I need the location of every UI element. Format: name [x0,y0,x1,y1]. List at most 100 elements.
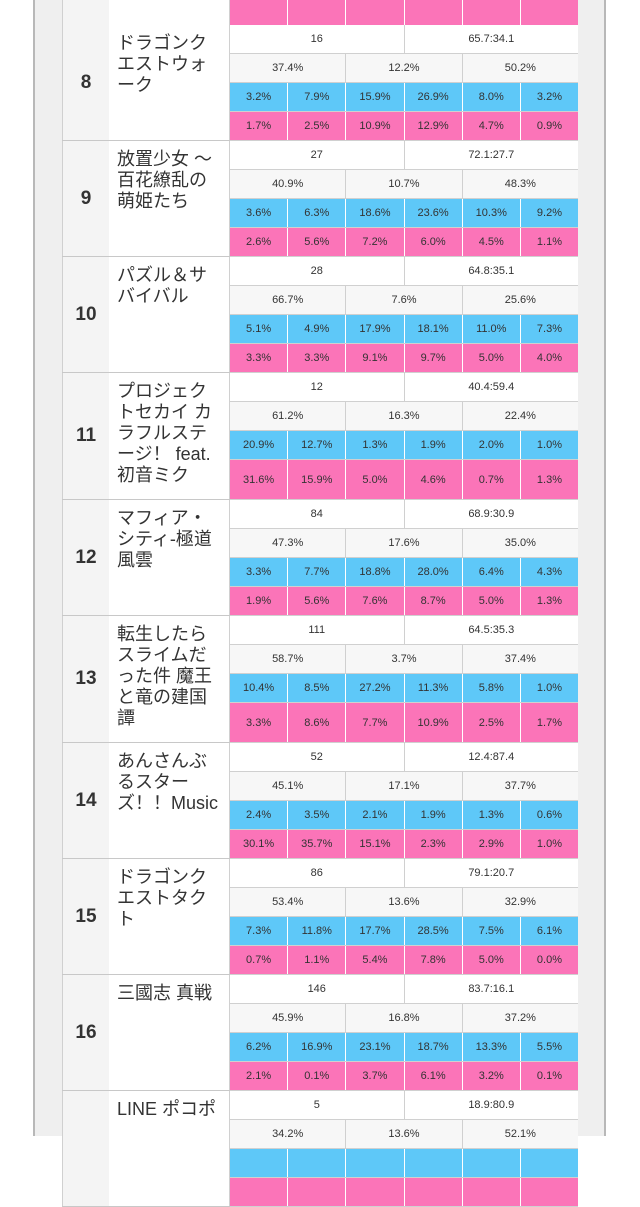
game-title[interactable]: マフィア・シティ-極道風雲 [109,500,230,615]
game-title[interactable]: 放置少女 〜百花繚乱の萌姫たち [109,141,230,256]
male-age-share: 6.1% [536,925,562,937]
age-group-line: 45.1% 17.1% 37.7% [230,772,578,801]
total-count: 146 [230,975,405,1003]
male-age-share: 1.0% [536,439,562,451]
total-count: 28 [230,257,405,285]
age-group-share: 61.2% [230,402,347,430]
ranking-row: LINE ポコポ 5 18.9:80.9 34.2% 13.6% 52.1% [62,1091,578,1207]
female-age-share: 35.7% [288,830,347,858]
age-group-share: 58.7% [230,645,347,673]
gender-ratio: 12.4:87.4 [468,751,515,763]
game-title[interactable]: ドラゴンクエストウォーク [109,25,230,140]
game-title[interactable]: LINE ポコポ [109,1091,230,1206]
male-age-share: 6.3% [288,199,347,227]
female-age-share: 1.3% [536,473,562,486]
game-title[interactable] [109,0,230,28]
game-title[interactable]: あんさんぶるスターズ！！Music [109,743,230,858]
female-age-share: 1.1% [536,236,562,248]
total-ratio-line: 52 12.4:87.4 [230,743,578,772]
rank-number: 9 [62,141,110,256]
age-group-share: 13.6% [346,1120,463,1148]
female-age-share: 2.1% [230,1062,289,1090]
age-group-share: 52.1% [504,1128,536,1140]
male-age-share: 16.9% [288,1033,347,1061]
female-breakdown-line: 3.3% 3.3% 9.1% 9.7% 5.0% 4.0% [230,344,578,373]
male-age-share: 28.0% [405,558,463,586]
total-ratio-line: 27 72.1:27.7 [230,141,578,170]
male-age-share: 1.3% [346,431,405,459]
male-breakdown-line: 10.4% 8.5% 27.2% 11.3% 5.8% 1.0% [230,674,578,703]
female-age-share [346,0,405,28]
age-group-share: 32.9% [504,896,536,908]
female-age-share: 7.7% [346,703,405,742]
age-group-share: 34.2% [230,1120,347,1148]
female-age-share: 0.7% [463,460,521,499]
demographic-stats: 13.6%15.1%5.0%1.0%0.9%2.6% [230,0,578,29]
rank-number: 10 [62,257,110,372]
male-age-share: 8.0% [463,83,521,111]
male-age-share: 3.6% [230,199,289,227]
age-group-share: 40.9% [230,170,347,198]
age-group-share: 16.8% [346,1004,463,1032]
female-age-share: 5.0% [463,946,521,974]
female-age-share: 3.3% [230,703,289,742]
female-age-share [463,0,521,28]
age-group-share: 13.6% [346,888,463,916]
game-title[interactable]: 三國志 真戦 [109,975,230,1090]
male-age-share: 7.7% [288,558,347,586]
female-age-share: 2.3% [405,830,463,858]
male-age-share: 13.3% [463,1033,521,1061]
female-age-share: 1.0% [536,838,562,850]
age-group-share: 45.9% [230,1004,347,1032]
female-age-share: 1.9% [230,587,289,615]
male-age-share [230,1149,289,1177]
female-age-share: 2.5% [288,112,347,140]
age-group-share: 37.4% [230,54,347,82]
rank-number: 12 [62,500,110,615]
male-age-share: 18.6% [346,199,405,227]
male-breakdown-line: 5.1% 4.9% 17.9% 18.1% 11.0% 7.3% [230,315,578,344]
ranking-row: 10 パズル＆サバイバル 28 64.8:35.1 66.7% 7.6% 25.6% 5.1%… [62,257,578,373]
total-ratio-line: 111 64.5:35.3 [230,616,578,645]
female-age-share: 5.0% [346,460,405,499]
total-ratio-line: 16 65.7:34.1 [230,25,578,54]
gender-ratio: 68.9:30.9 [468,508,515,520]
male-age-share: 12.7% [288,431,347,459]
demographic-stats: 52 12.4:87.4 45.1% 17.1% 37.7% 2.4% 3.5% 2.1% 1.… [230,743,578,859]
game-title[interactable]: プロジェクトセカイ カラフルステージ！ feat. 初音ミク [109,373,230,499]
female-breakdown-line: 2.1% 0.1% 3.7% 6.1% 3.2% 0.1% [230,1062,578,1091]
female-age-share: 15.9% [288,460,347,499]
male-breakdown-line: 20.9% 12.7% 1.3% 1.9% 2.0% 1.0% [230,431,578,460]
male-age-share: 7.5% [463,917,521,945]
gender-ratio: 83.7:16.1 [468,983,515,995]
game-title[interactable]: パズル＆サバイバル [109,257,230,372]
female-age-share [521,1178,578,1206]
female-age-share: 1.3% [536,595,562,607]
female-age-share: 5.6% [288,587,347,615]
age-group-line: 61.2% 16.3% 22.4% [230,402,578,431]
game-title[interactable]: ドラゴンクエストタクト [109,859,230,974]
male-age-share: 0.6% [536,809,562,821]
female-age-share: 2.5% [463,703,521,742]
age-group-line: 34.2% 13.6% 52.1% [230,1120,578,1149]
age-group-share: 35.0% [504,537,536,549]
demographic-stats: 27 72.1:27.7 40.9% 10.7% 48.3% 3.6% 6.3% 18.6% 2… [230,141,578,257]
female-age-share: 3.2% [463,1062,521,1090]
age-group-line: 37.4% 12.2% 50.2% [230,54,578,83]
female-age-share: 7.8% [405,946,463,974]
male-breakdown-line: 3.2% 7.9% 15.9% 26.9% 8.0% 3.2% [230,83,578,112]
age-group-share: 17.1% [346,772,463,800]
game-title[interactable]: 転生したらスライムだった件 魔王と竜の建国譚 [109,616,230,742]
female-age-share: 6.0% [405,228,463,256]
male-age-share: 15.9% [346,83,405,111]
total-count: 27 [230,141,405,169]
gender-ratio: 72.1:27.7 [468,149,515,161]
male-age-share [463,1149,521,1177]
age-group-share: 50.2% [504,62,536,74]
gender-ratio: 79.1:20.7 [468,867,515,879]
total-ratio-line: 86 79.1:20.7 [230,859,578,888]
total-ratio-line: 5 18.9:80.9 [230,1091,578,1120]
male-breakdown-line: 3.6% 6.3% 18.6% 23.6% 10.3% 9.2% [230,199,578,228]
age-group-line: 53.4% 13.6% 32.9% [230,888,578,917]
male-age-share [405,1149,463,1177]
